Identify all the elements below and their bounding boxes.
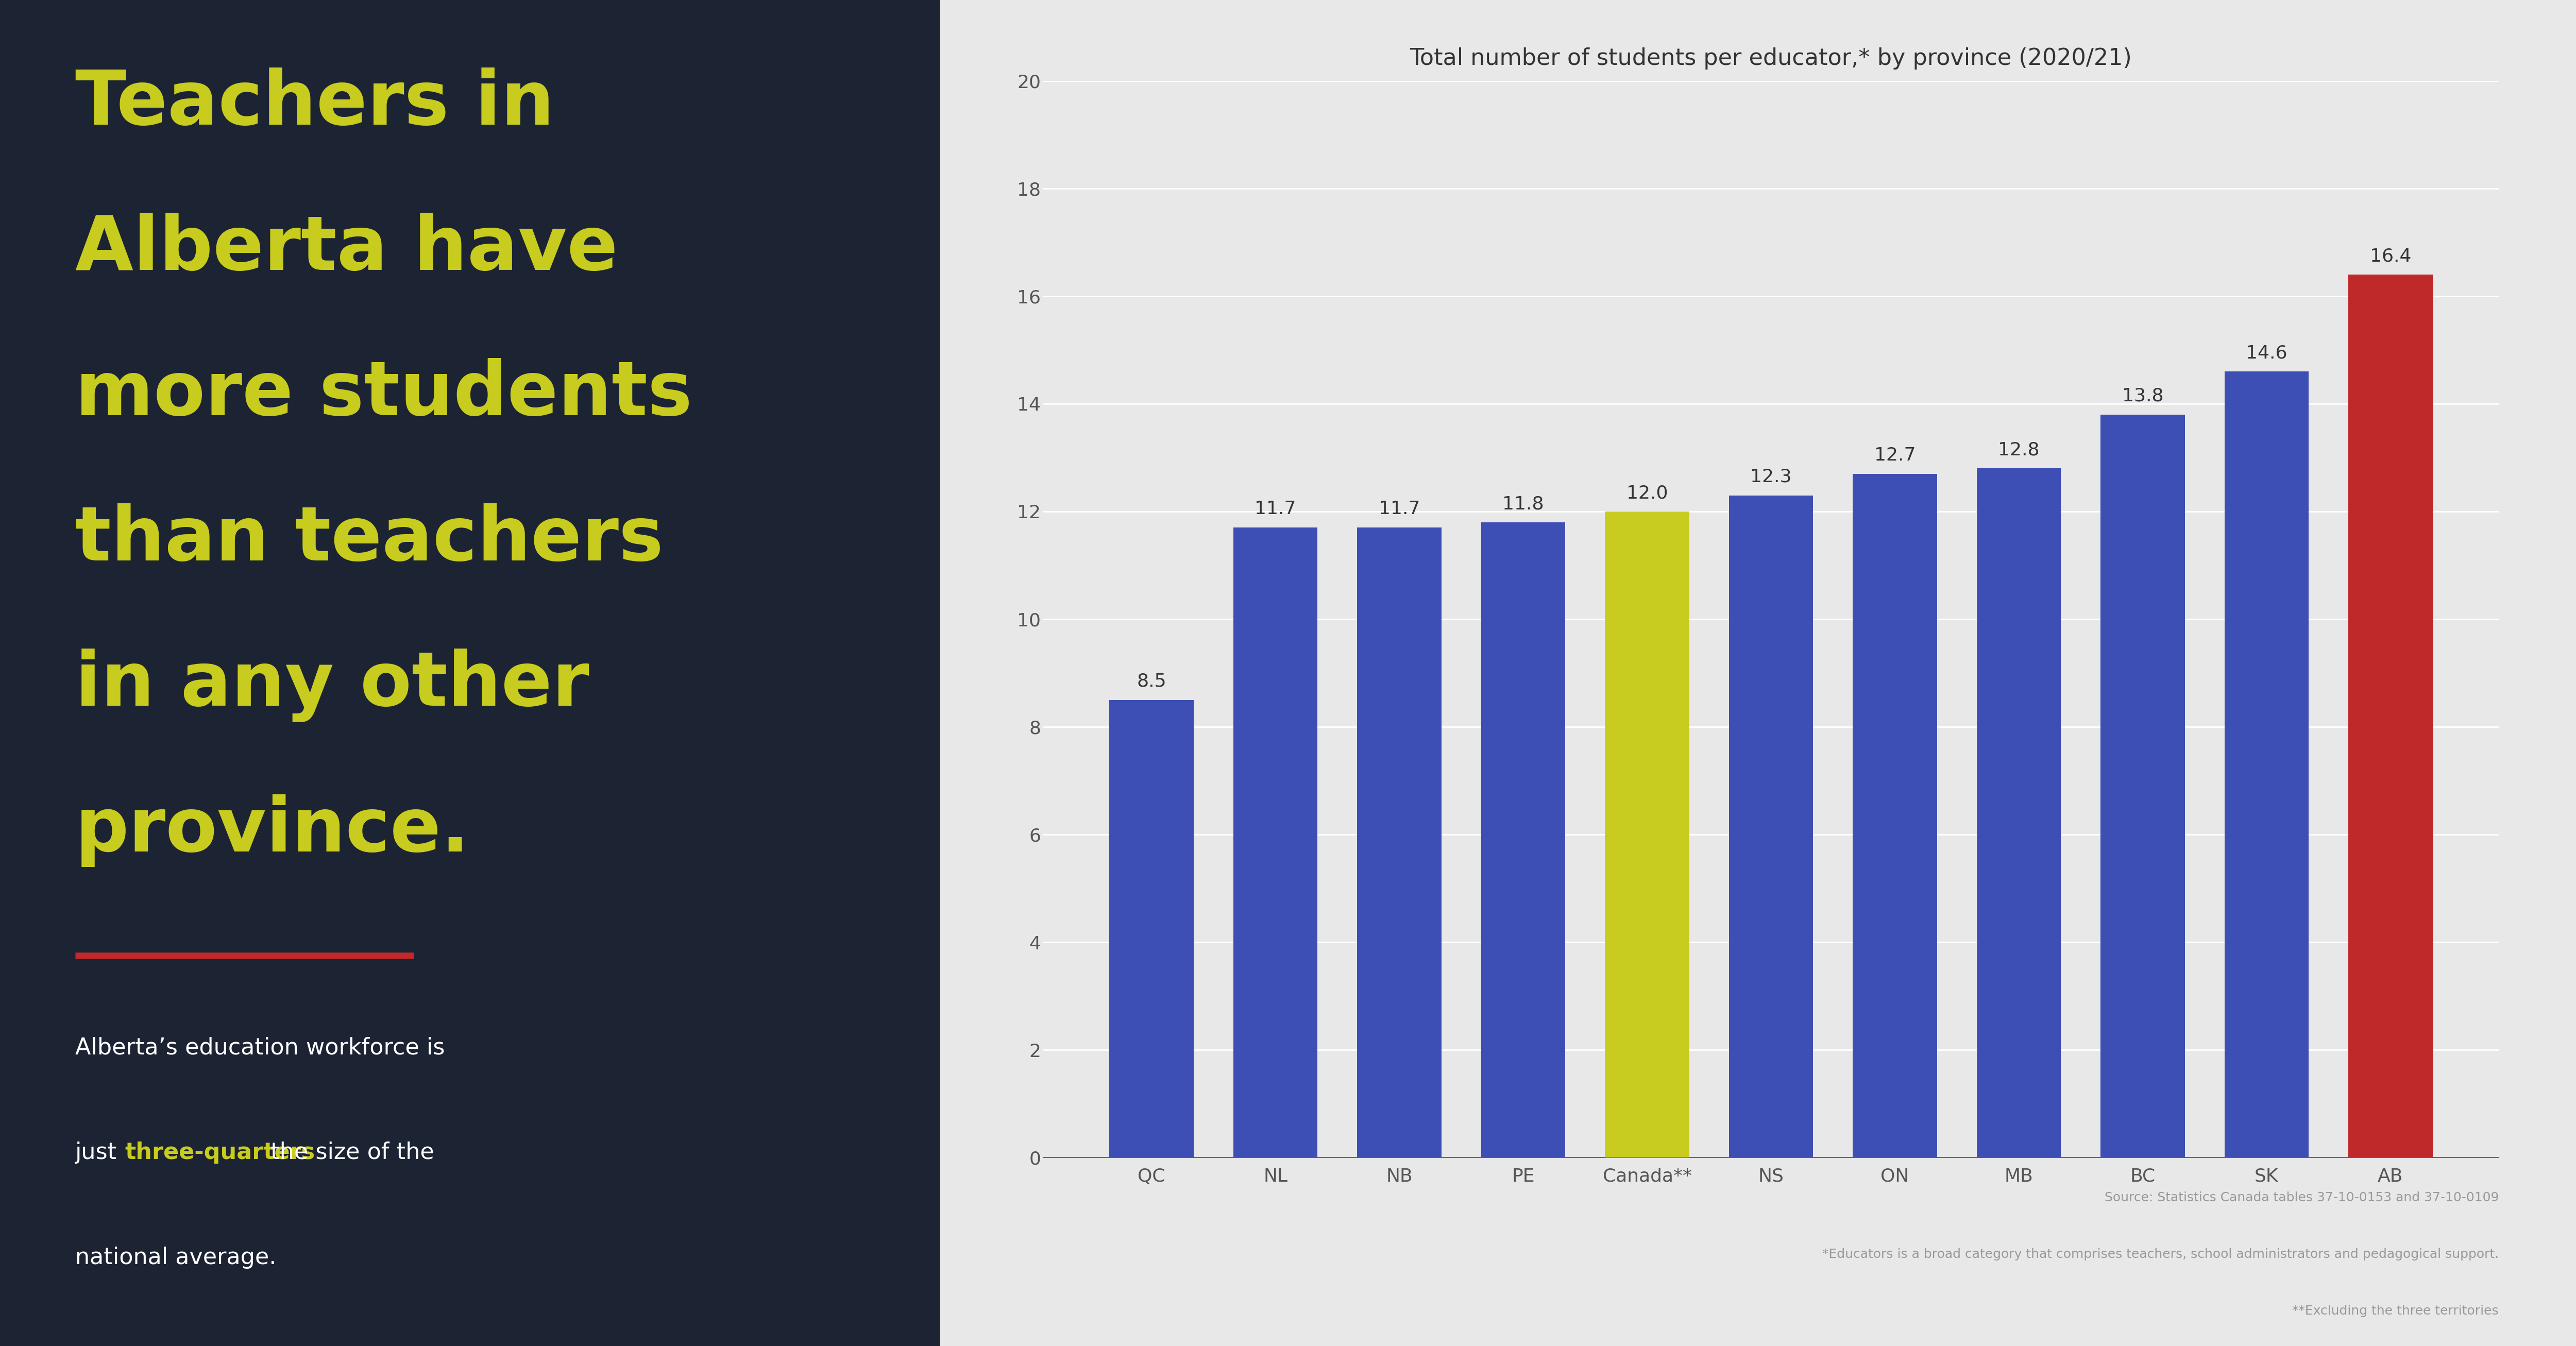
Text: than teachers: than teachers — [75, 503, 665, 576]
Text: Alberta’s education workforce is: Alberta’s education workforce is — [75, 1036, 446, 1058]
Text: 12.7: 12.7 — [1875, 447, 1917, 464]
Bar — [1358, 528, 1443, 1158]
Text: Source: Statistics Canada tables 37-10-0153 and 37-10-0109: Source: Statistics Canada tables 37-10-0… — [2105, 1191, 2499, 1203]
Bar — [1976, 468, 2061, 1158]
Text: 12.0: 12.0 — [1625, 485, 1667, 502]
Bar — [1852, 474, 1937, 1158]
Bar — [1481, 522, 1566, 1158]
Text: 11.8: 11.8 — [1502, 495, 1543, 513]
Text: in any other: in any other — [75, 649, 590, 723]
Text: 12.8: 12.8 — [1999, 441, 2040, 459]
Text: 14.6: 14.6 — [2246, 345, 2287, 362]
Bar — [1605, 511, 1690, 1158]
Text: 13.8: 13.8 — [2123, 388, 2164, 405]
Text: **Excluding the three territories: **Excluding the three territories — [2293, 1304, 2499, 1316]
Bar — [2226, 371, 2308, 1158]
Text: 8.5: 8.5 — [1136, 673, 1167, 690]
Text: 16.4: 16.4 — [2370, 248, 2411, 265]
Bar — [2099, 415, 2184, 1158]
Text: national average.: national average. — [75, 1246, 276, 1268]
Text: Alberta have: Alberta have — [75, 213, 618, 285]
Text: Teachers in: Teachers in — [75, 67, 554, 140]
Text: 11.7: 11.7 — [1255, 501, 1296, 518]
Title: Total number of students per educator,* by province (2020/21): Total number of students per educator,* … — [1409, 47, 2133, 70]
Text: 11.7: 11.7 — [1378, 501, 1419, 518]
Bar — [1110, 700, 1193, 1158]
Text: *Educators is a broad category that comprises teachers, school administrators an: *Educators is a broad category that comp… — [1821, 1248, 2499, 1260]
Text: three-quarters: three-quarters — [124, 1141, 314, 1163]
Text: 12.3: 12.3 — [1749, 468, 1793, 486]
Text: the size of the: the size of the — [263, 1141, 435, 1163]
Bar — [1234, 528, 1316, 1158]
Text: just: just — [75, 1141, 124, 1163]
Bar — [2349, 275, 2432, 1158]
Text: province.: province. — [75, 794, 469, 867]
Text: more students: more students — [75, 358, 693, 431]
Bar — [1728, 495, 1814, 1158]
